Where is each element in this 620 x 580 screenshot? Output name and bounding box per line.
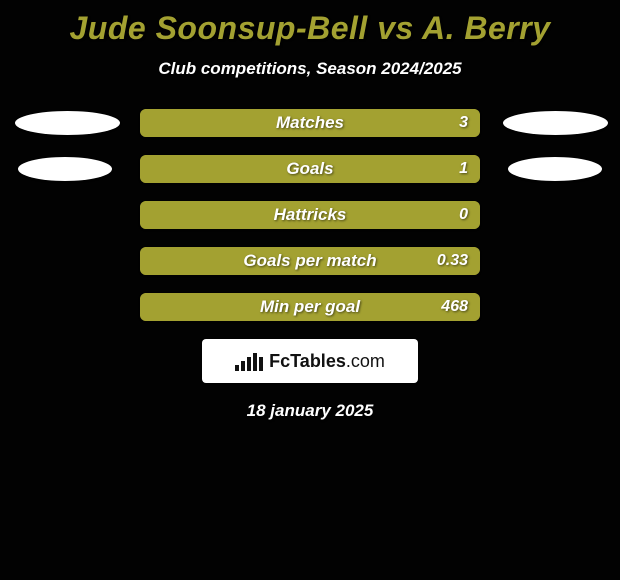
stat-bar: Hattricks0	[140, 201, 480, 229]
logo-bars-icon	[235, 351, 263, 371]
vs-separator: vs	[377, 10, 414, 46]
left-ellipse	[15, 111, 120, 135]
stat-row: Min per goal468	[10, 293, 610, 321]
stat-bar: Goals per match0.33	[140, 247, 480, 275]
stat-bar-fill	[140, 155, 480, 183]
logo-brand: FcTables	[269, 351, 346, 371]
stat-bar: Min per goal468	[140, 293, 480, 321]
logo-text: FcTables.com	[269, 351, 385, 372]
stat-bar-fill	[140, 109, 480, 137]
player1-name: Jude Soonsup-Bell	[70, 10, 368, 46]
subtitle-text: Club competitions, Season 2024/2025	[158, 59, 461, 78]
stat-bar-fill	[140, 293, 480, 321]
comparison-title: Jude Soonsup-Bell vs A. Berry	[0, 0, 620, 47]
stat-row: Matches3	[10, 109, 610, 137]
brand-logo[interactable]: FcTables.com	[202, 339, 418, 383]
right-ellipse	[508, 157, 602, 181]
comparison-subtitle: Club competitions, Season 2024/2025	[0, 59, 620, 79]
date-footnote: 18 january 2025	[0, 401, 620, 421]
stat-bar: Goals1	[140, 155, 480, 183]
logo-tld: .com	[346, 351, 385, 371]
stat-row: Hattricks0	[10, 201, 610, 229]
stat-bar-fill	[140, 247, 480, 275]
right-ellipse	[503, 111, 608, 135]
footnote-text: 18 january 2025	[247, 401, 374, 420]
stat-row: Goals1	[10, 155, 610, 183]
stat-row: Goals per match0.33	[10, 247, 610, 275]
stat-bar: Matches3	[140, 109, 480, 137]
player2-name: A. Berry	[422, 10, 551, 46]
stat-bar-fill	[140, 201, 480, 229]
left-ellipse	[18, 157, 112, 181]
comparison-chart: Matches3 Goals1 Hattricks0 Goals per match0…	[10, 109, 610, 321]
